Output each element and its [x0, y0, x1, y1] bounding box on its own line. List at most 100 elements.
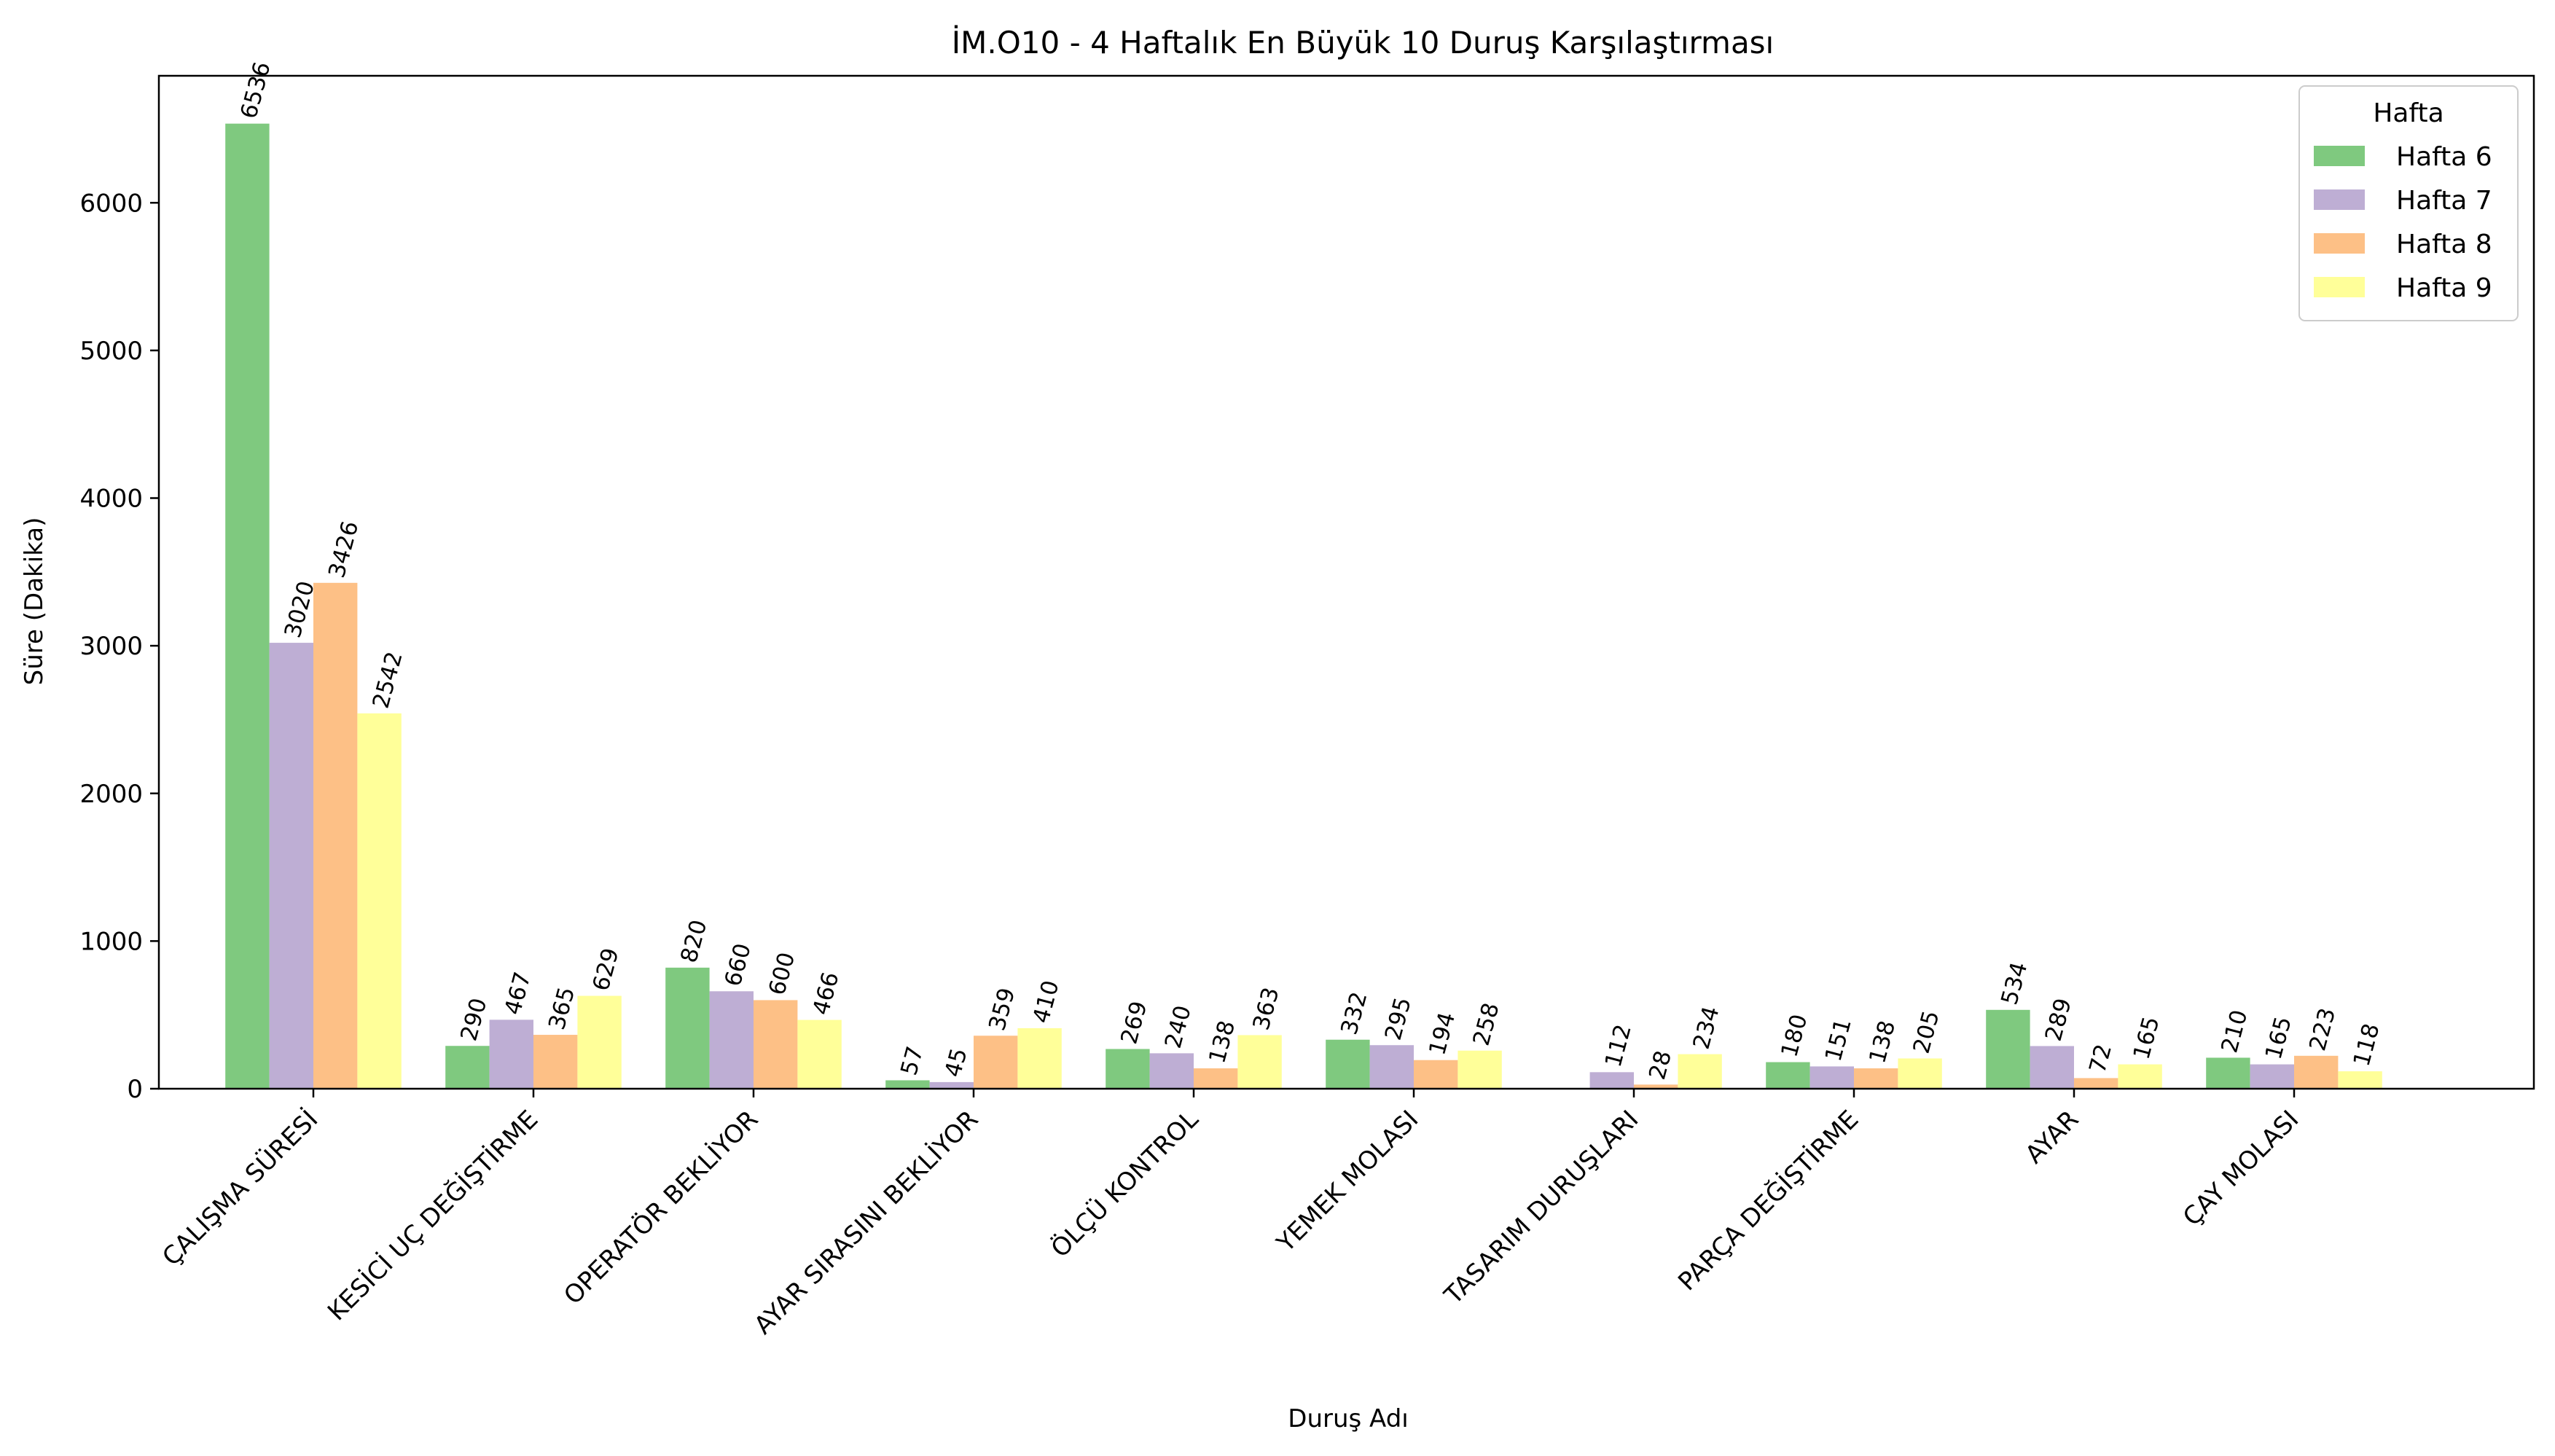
bar — [489, 1019, 533, 1089]
legend-entry: Hafta 6 — [2396, 142, 2492, 172]
value-label: 359 — [984, 985, 1020, 1033]
bar — [2250, 1064, 2294, 1089]
x-tick-label: AYAR — [2020, 1105, 2085, 1170]
value-label: 138 — [1204, 1018, 1240, 1066]
bar — [2118, 1064, 2162, 1089]
value-label: 820 — [676, 917, 712, 965]
bar — [885, 1080, 930, 1089]
value-label: 466 — [808, 969, 845, 1017]
legend-frame — [2298, 85, 2519, 321]
value-label: 467 — [500, 969, 536, 1017]
value-label: 205 — [1909, 1008, 1945, 1056]
value-label: 72 — [2084, 1041, 2117, 1076]
bar — [1898, 1058, 1942, 1089]
value-label: 138 — [1864, 1018, 1901, 1066]
x-axis-label: Duruş Adı — [1288, 1404, 1408, 1433]
plot-frame — [157, 74, 2535, 1090]
bar — [1678, 1054, 1722, 1089]
y-tick-label: 3000 — [79, 632, 143, 661]
bar — [533, 1035, 578, 1089]
x-tick-label: ÇALIŞMA SÜRESİ — [156, 1104, 324, 1272]
bar — [974, 1036, 1018, 1089]
x-tick-label: ÖLÇÜ KONTROL — [1045, 1104, 1204, 1263]
bar — [2294, 1055, 2339, 1089]
value-label: 151 — [1820, 1016, 1857, 1064]
value-label: 290 — [455, 995, 492, 1044]
chart-title: İM.O10 - 4 Haftalık En Büyük 10 Duruş Ka… — [952, 24, 1774, 60]
bar — [709, 991, 754, 1089]
bar — [1106, 1049, 1150, 1089]
value-label: 180 — [1776, 1011, 1812, 1060]
value-label: 289 — [2041, 995, 2077, 1044]
value-label: 223 — [2304, 1005, 2341, 1053]
x-tick-label: ÇAY MOLASI — [2178, 1105, 2304, 1232]
legend: Hafta Hafta 6 Hafta 7 Hafta 8 Hafta 9 — [2298, 85, 2519, 321]
bar — [225, 123, 270, 1089]
x-tick-label: YEMEK MOLASI — [1271, 1105, 1425, 1259]
value-label: 6536 — [235, 59, 275, 122]
bar — [1589, 1072, 1634, 1089]
y-tick-label: 5000 — [79, 337, 143, 366]
value-label: 660 — [720, 941, 756, 989]
value-label: 629 — [588, 945, 625, 993]
bar — [445, 1046, 490, 1089]
value-label: 28 — [1644, 1048, 1677, 1082]
bar — [577, 995, 622, 1089]
value-label: 269 — [1116, 998, 1152, 1046]
value-label: 194 — [1424, 1009, 1460, 1057]
x-tick-label: TASARIM DURUŞLARI — [1439, 1105, 1644, 1310]
bar — [1237, 1035, 1282, 1089]
y-tick-label: 1000 — [79, 927, 143, 956]
bar — [1194, 1068, 1238, 1089]
legend-title: Hafta — [2373, 98, 2444, 128]
bar — [1149, 1053, 1194, 1089]
y-tick-label: 2000 — [79, 780, 143, 809]
y-tick-label: 0 — [127, 1075, 143, 1104]
legend-swatch — [2314, 189, 2365, 210]
value-label: 295 — [1380, 995, 1417, 1043]
value-label: 165 — [2129, 1014, 2165, 1062]
x-tick-label: KESİCİ UÇ DEĞİŞTİRME — [321, 1104, 544, 1326]
legend-entry: Hafta 7 — [2396, 186, 2492, 216]
bar — [1326, 1039, 1370, 1089]
bar — [269, 643, 313, 1089]
bar — [1986, 1009, 2030, 1089]
y-tick-label: 4000 — [79, 485, 143, 514]
bar — [754, 1000, 798, 1089]
bar — [2338, 1071, 2382, 1089]
value-label: 57 — [896, 1044, 928, 1078]
legend-swatch — [2314, 146, 2365, 166]
bar — [929, 1081, 974, 1089]
bar — [357, 713, 402, 1089]
value-label: 363 — [1248, 985, 1285, 1033]
value-label: 2542 — [368, 649, 408, 711]
bar — [313, 582, 358, 1089]
value-label: 210 — [2216, 1007, 2253, 1055]
bar — [1458, 1050, 1502, 1089]
value-label: 534 — [1996, 959, 2032, 1007]
y-tick-label: 6000 — [79, 189, 143, 218]
bar — [1809, 1066, 1854, 1089]
value-label: 118 — [2349, 1021, 2385, 1069]
value-label: 365 — [544, 985, 580, 1033]
value-label: 3426 — [324, 518, 364, 581]
value-label: 240 — [1160, 1003, 1197, 1051]
value-label: 112 — [1600, 1022, 1637, 1070]
bar — [1854, 1068, 1898, 1089]
value-label: 165 — [2261, 1014, 2297, 1062]
bar — [1017, 1028, 1062, 1089]
value-label: 410 — [1028, 978, 1065, 1026]
x-tick-label: AYAR SIRASINI BEKLİYOR — [748, 1105, 984, 1340]
x-tick-label: PARÇA DEĞİŞTİRME — [1672, 1104, 1864, 1296]
value-label: 234 — [1689, 1003, 1725, 1052]
bar — [1766, 1062, 1810, 1089]
bar — [2030, 1046, 2074, 1089]
bar — [665, 967, 710, 1089]
bar — [1634, 1084, 1678, 1089]
y-axis-label: Süre (Dakika) — [20, 517, 49, 686]
value-label: 45 — [940, 1046, 973, 1080]
legend-swatch — [2314, 277, 2365, 297]
value-label: 332 — [1336, 989, 1372, 1037]
